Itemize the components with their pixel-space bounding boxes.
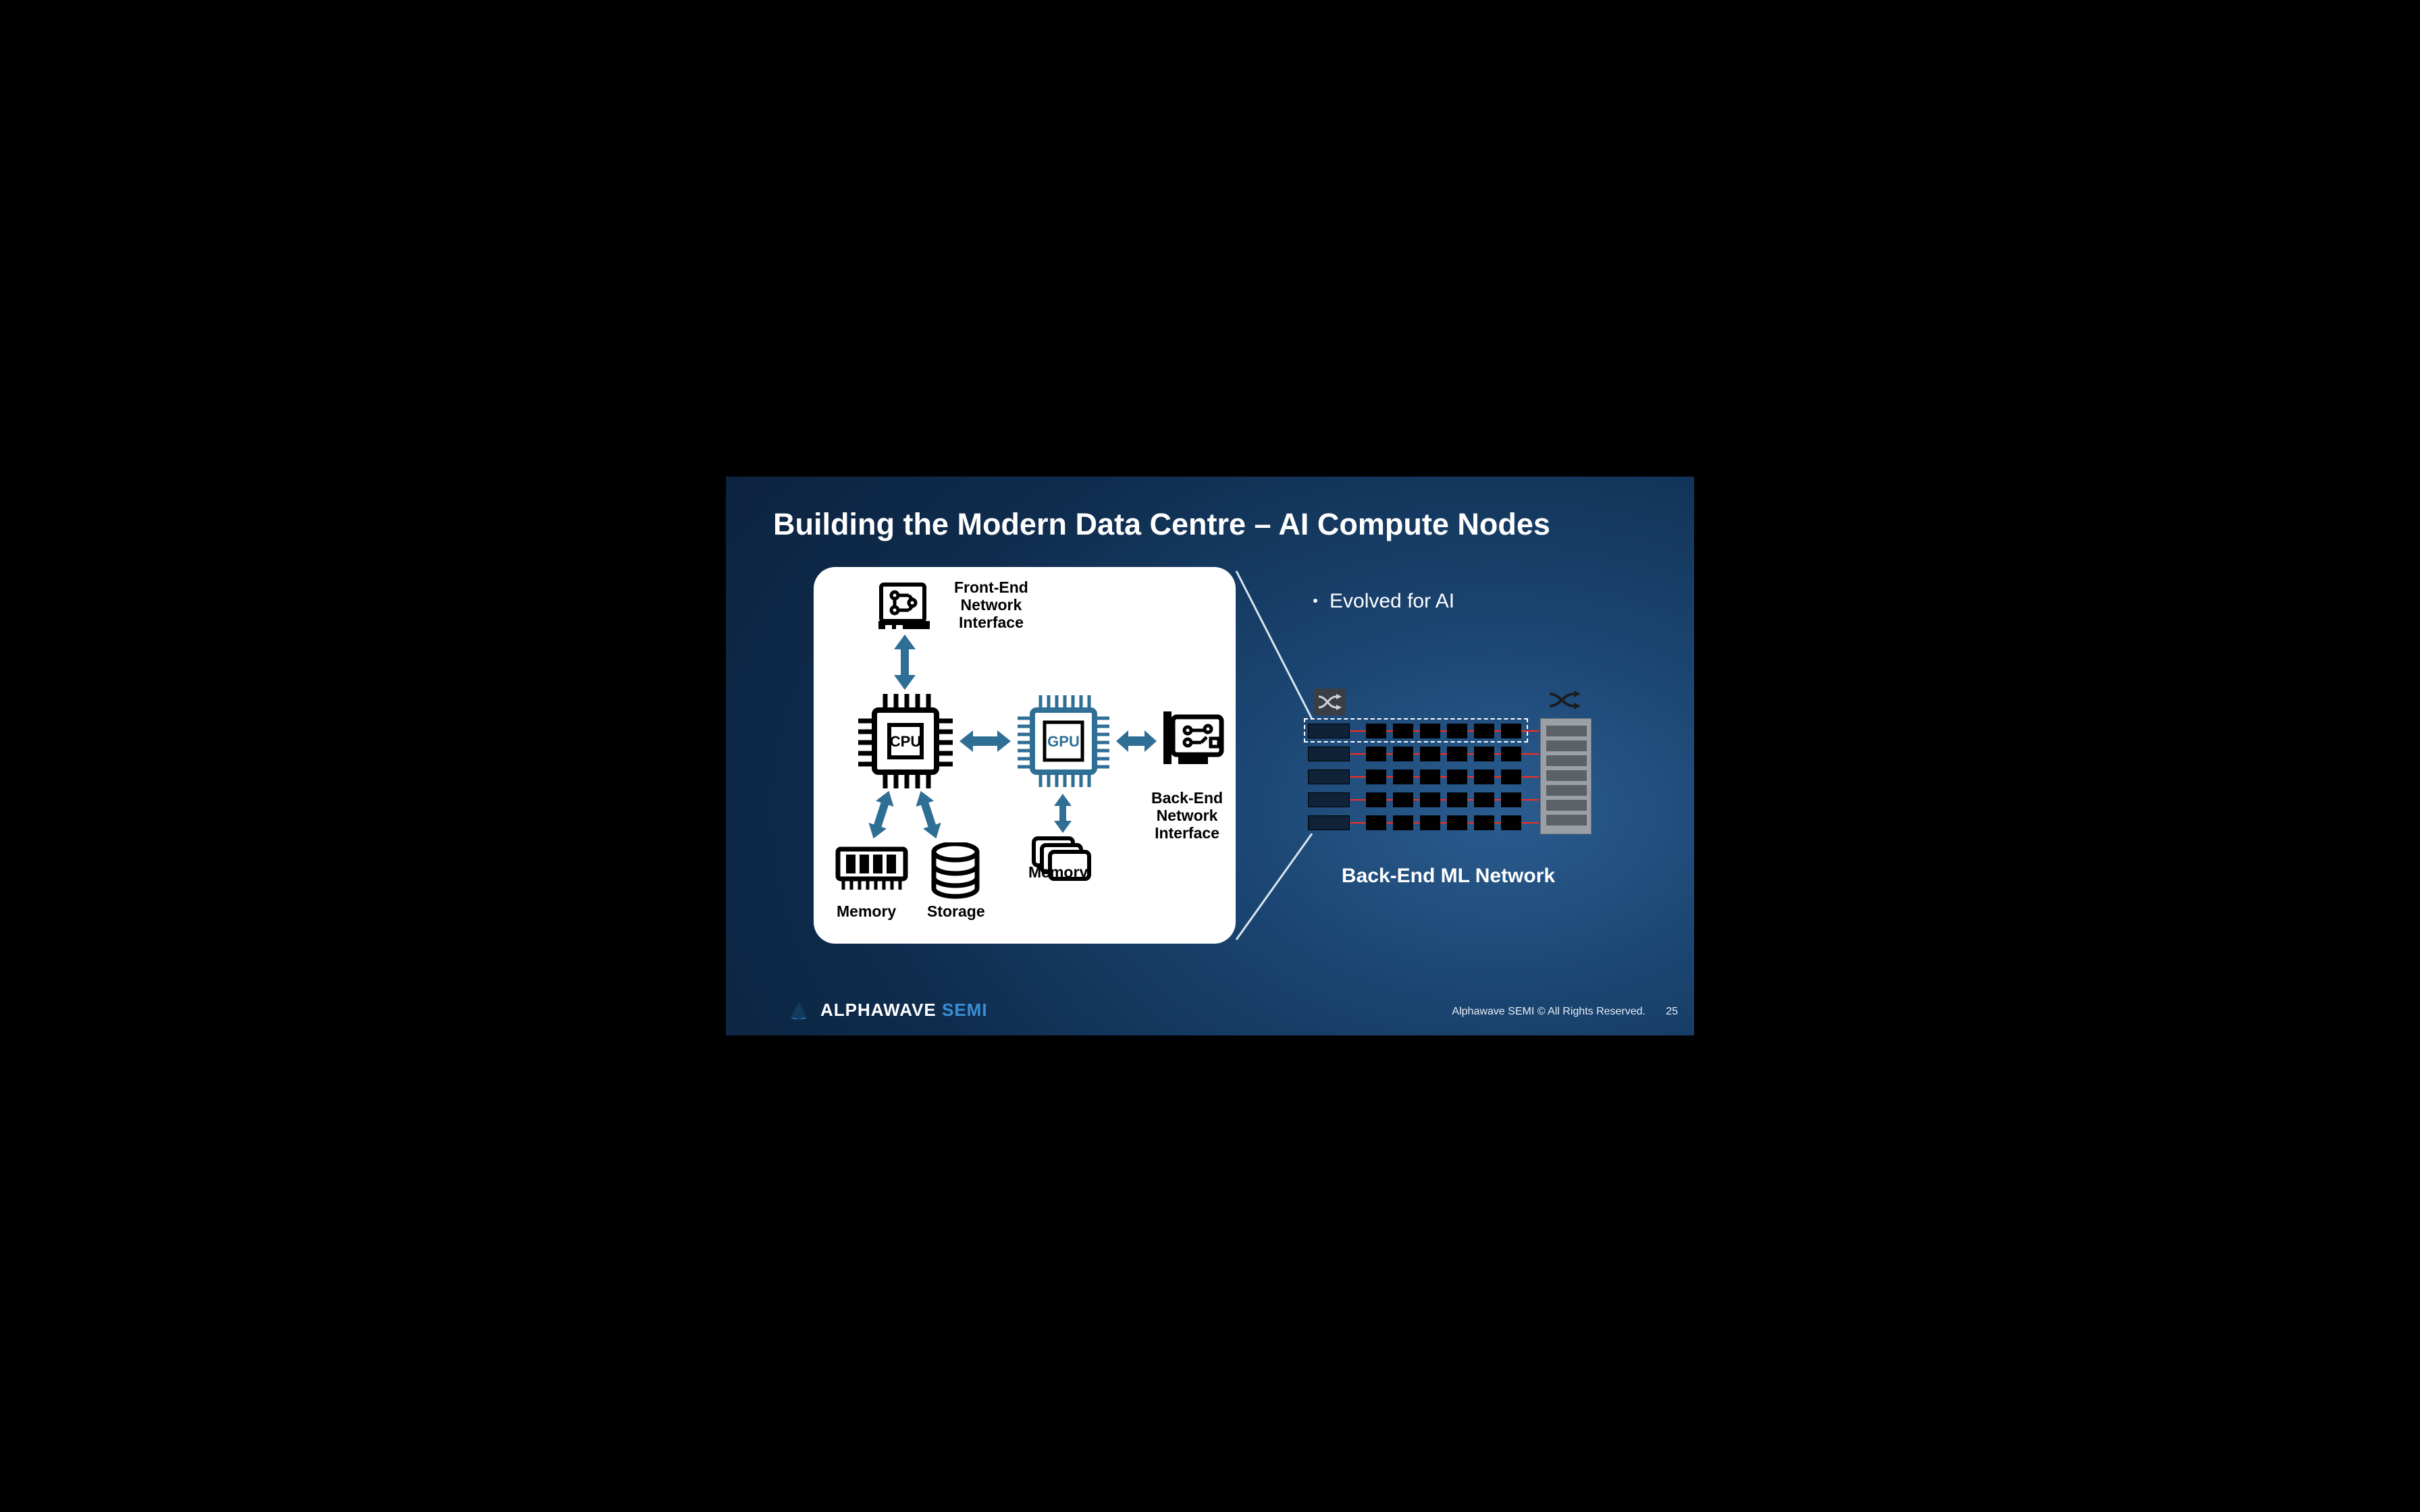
net-node-sm — [1393, 747, 1413, 761]
brand-primary: ALPHAWAVE — [820, 1000, 937, 1020]
back-nic-text: Back-End Network Interface — [1143, 790, 1231, 842]
brand-secondary: SEMI — [942, 1000, 988, 1020]
net-node-sm — [1474, 747, 1494, 761]
back-nic-label: Back-End Network Interface — [1143, 790, 1231, 842]
rack-slot — [1546, 785, 1587, 796]
net-node-sm — [1501, 747, 1521, 761]
net-node-sm — [1393, 792, 1413, 807]
net-node-sm — [1420, 815, 1440, 830]
front-nic-icon — [876, 579, 934, 635]
bullet-text: Evolved for AI — [1330, 590, 1454, 612]
ml-network-label: Back-End ML Network — [1300, 865, 1597, 888]
net-dashed-highlight — [1304, 718, 1528, 742]
letterbox-top — [726, 454, 1694, 477]
net-node-sm — [1501, 815, 1521, 830]
rack-slot — [1546, 815, 1587, 826]
net-node-sm — [1366, 792, 1386, 807]
shuffle-light-icon — [1546, 686, 1582, 718]
net-node-sm — [1474, 770, 1494, 784]
net-node-big — [1308, 770, 1350, 784]
net-node-sm — [1366, 747, 1386, 761]
net-node-sm — [1474, 815, 1494, 830]
arrow-gpu-backnic — [1116, 728, 1157, 754]
bullet-item: Evolved for AI — [1313, 590, 1454, 613]
rack-slot — [1546, 726, 1587, 736]
net-node-sm — [1393, 815, 1413, 830]
brand-mark-icon — [785, 998, 812, 1022]
net-node-big — [1308, 792, 1350, 807]
shuffle-dark-icon — [1313, 688, 1346, 719]
rack-slot — [1546, 800, 1587, 811]
net-node-sm — [1447, 747, 1467, 761]
net-node-sm — [1393, 770, 1413, 784]
cpu-icon: CPU — [854, 690, 957, 796]
arrow-cpu-frontnic — [891, 634, 918, 690]
front-nic-label: Front-End Network Interface — [954, 579, 1028, 631]
net-node-sm — [1447, 792, 1467, 807]
bullet-dot-icon — [1313, 599, 1317, 603]
net-node-sm — [1501, 792, 1521, 807]
memory-left-label: Memory — [837, 903, 896, 921]
slide-body: Building the Modern Data Centre – AI Com… — [726, 477, 1694, 1035]
net-node-big — [1308, 747, 1350, 761]
slide-footer: ALPHAWAVE SEMI Alphawave SEMI © All Righ… — [726, 988, 1694, 1035]
svg-text:CPU: CPU — [890, 733, 921, 750]
net-node-sm — [1447, 815, 1467, 830]
net-rack — [1540, 718, 1592, 834]
storage-label: Storage — [927, 903, 985, 921]
net-node-sm — [1474, 792, 1494, 807]
copyright-text: Alphawave SEMI © All Rights Reserved. — [1452, 1006, 1646, 1018]
letterbox-bottom — [726, 1035, 1694, 1058]
memory-left-icon — [834, 845, 910, 897]
net-node-big — [1308, 815, 1350, 830]
svg-text:GPU: GPU — [1047, 733, 1080, 750]
slide-title: Building the Modern Data Centre – AI Com… — [773, 507, 1550, 542]
rack-slot — [1546, 755, 1587, 766]
rack-slot — [1546, 770, 1587, 781]
slide-stage: Building the Modern Data Centre – AI Com… — [726, 454, 1694, 1058]
compute-node-card: Front-End Network Interface — [814, 567, 1236, 944]
net-node-sm — [1447, 770, 1467, 784]
gpu-icon: GPU — [1012, 690, 1115, 796]
rack-slot — [1546, 740, 1587, 751]
net-node-sm — [1420, 747, 1440, 761]
ml-network-diagram — [1301, 713, 1598, 861]
net-node-sm — [1501, 770, 1521, 784]
net-node-sm — [1420, 792, 1440, 807]
page-number: 25 — [1666, 1006, 1678, 1018]
net-node-sm — [1366, 815, 1386, 830]
arrow-cpu-gpu — [959, 728, 1011, 754]
brand-text: ALPHAWAVE SEMI — [820, 1000, 988, 1021]
brand-logo: ALPHAWAVE SEMI — [785, 998, 988, 1022]
net-node-sm — [1366, 770, 1386, 784]
back-nic-icon — [1158, 709, 1228, 776]
storage-icon — [928, 842, 982, 904]
net-node-sm — [1420, 770, 1440, 784]
memory-gpu-label: Memory — [1028, 864, 1088, 882]
arrow-gpu-memory — [1051, 794, 1074, 833]
front-nic-text: Front-End Network Interface — [954, 579, 1028, 631]
